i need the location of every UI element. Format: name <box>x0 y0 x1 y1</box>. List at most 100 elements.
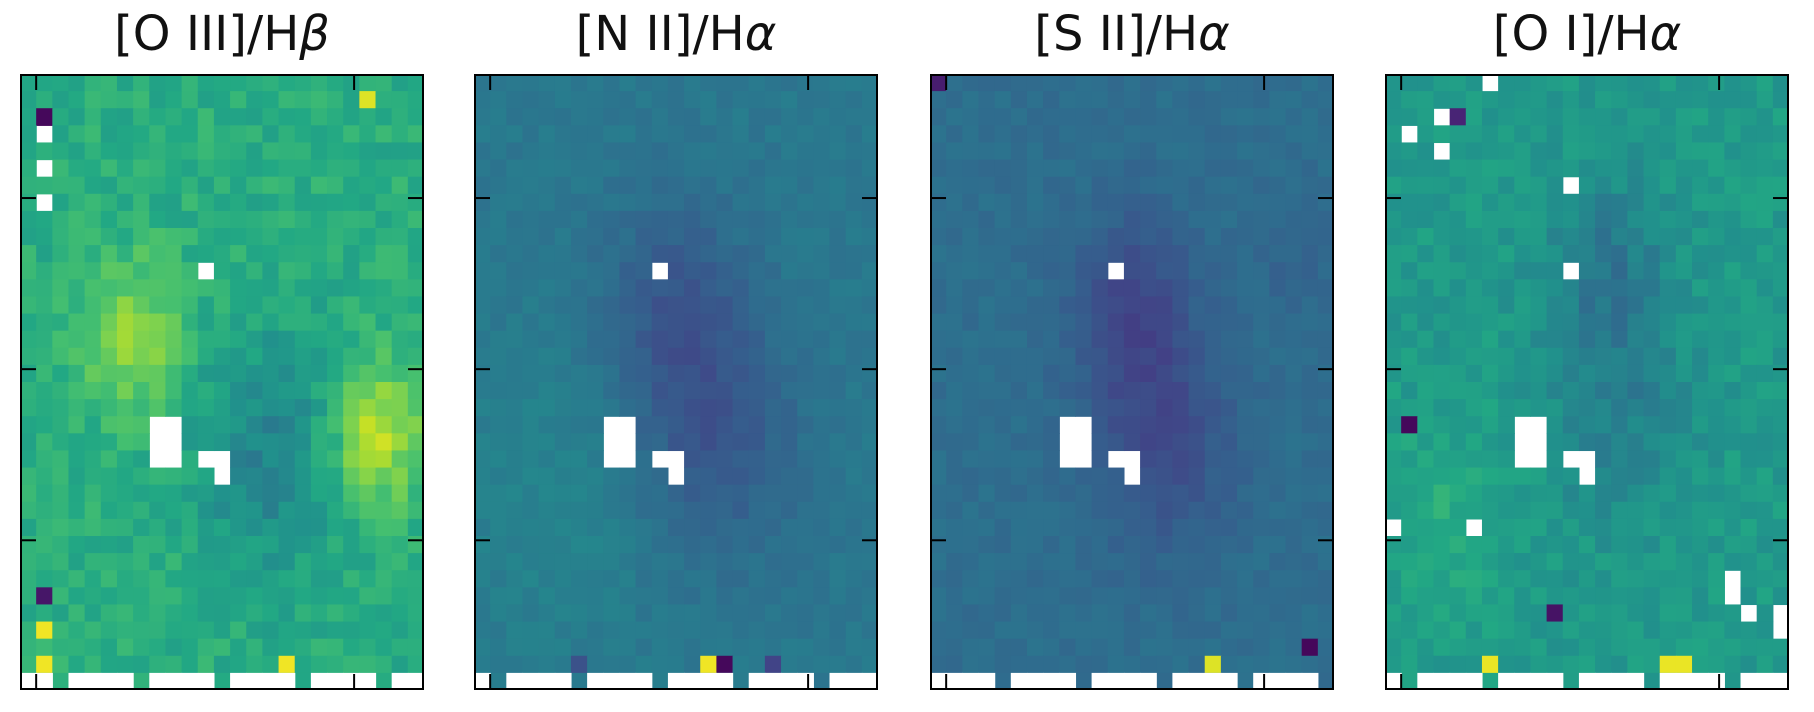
heatmap-cell <box>116 450 134 469</box>
heatmap-cell <box>570 467 588 486</box>
heatmap-cell <box>748 262 766 280</box>
heatmap-cell <box>1740 621 1758 640</box>
heatmap-cell <box>962 91 980 109</box>
heatmap-cell <box>781 91 798 109</box>
heatmap-cell <box>100 621 118 640</box>
heatmap-cell <box>1317 91 1334 109</box>
heatmap-cell <box>1611 91 1628 109</box>
heatmap-cell <box>1269 518 1287 537</box>
heatmap-cell <box>1530 655 1548 674</box>
heatmap-cell <box>407 450 424 469</box>
heatmap-cell <box>829 655 847 674</box>
heatmap-cell <box>1692 313 1709 332</box>
heatmap-cell <box>1627 330 1645 349</box>
heatmap-cell <box>1401 279 1418 298</box>
heatmap-cell <box>667 621 685 640</box>
heatmap-cell <box>1546 313 1564 332</box>
heatmap-cell <box>554 91 572 109</box>
heatmap-cell <box>1546 347 1564 366</box>
heatmap-cell <box>813 604 831 623</box>
masked-cell <box>391 672 409 690</box>
heatmap-cell <box>391 604 409 623</box>
heatmap-cell <box>619 279 637 298</box>
heatmap-cell <box>1204 91 1222 109</box>
heatmap-cell <box>100 364 118 383</box>
heatmap-cell <box>1237 125 1254 144</box>
heatmap-cell <box>587 467 604 486</box>
heatmap-cell <box>1204 210 1222 229</box>
heatmap-cell <box>1285 159 1303 178</box>
heatmap-cell <box>781 364 798 383</box>
heatmap-cell <box>1220 159 1238 178</box>
heatmap-cell <box>1188 245 1206 263</box>
heatmap-cell <box>700 296 717 315</box>
heatmap-cell <box>474 228 491 246</box>
heatmap-cell <box>1107 587 1125 606</box>
heatmap-cell <box>619 193 637 212</box>
heatmap-cell <box>748 176 766 195</box>
heatmap-cell <box>133 553 150 571</box>
heatmap-cell <box>1220 74 1238 92</box>
heatmap-cell <box>359 347 377 366</box>
heatmap-cell <box>1756 108 1774 126</box>
heatmap-cell <box>1481 245 1499 263</box>
heatmap-cell <box>68 399 86 417</box>
heatmap-cell <box>506 245 524 263</box>
heatmap-cell <box>1123 279 1141 298</box>
heatmap-cell <box>116 467 134 486</box>
heatmap-cell <box>375 621 393 640</box>
heatmap-cell <box>781 159 798 178</box>
heatmap-cell <box>978 501 996 520</box>
heatmap-cell <box>651 245 669 263</box>
heatmap-cell <box>359 382 377 400</box>
heatmap-cell <box>764 313 782 332</box>
heatmap-cell <box>181 433 199 452</box>
heatmap-cell <box>68 364 86 383</box>
heatmap-cell <box>52 501 70 520</box>
heatmap-cell <box>962 382 980 400</box>
heatmap-cell <box>1449 142 1467 161</box>
heatmap-cell <box>1059 313 1077 332</box>
heatmap-cell <box>133 279 150 298</box>
heatmap-cell <box>764 279 782 298</box>
heatmap-cell <box>538 655 556 674</box>
heatmap-cell <box>181 467 199 486</box>
heatmap-cell <box>962 108 980 126</box>
heatmap-cell <box>36 330 53 349</box>
heatmap-cell <box>327 621 344 640</box>
heatmap-cell <box>522 330 540 349</box>
heatmap-cell <box>391 142 409 161</box>
heatmap-cell <box>246 536 263 554</box>
heatmap-cell <box>1043 296 1060 315</box>
heatmap-cell <box>20 279 37 298</box>
heatmap-cell <box>343 553 360 571</box>
masked-cell <box>20 672 37 690</box>
heatmap-cell <box>667 262 685 280</box>
heatmap-cell <box>474 587 491 606</box>
heatmap-cell <box>1692 638 1709 657</box>
heatmap-cell <box>213 210 231 229</box>
heatmap-cell <box>1204 193 1222 212</box>
heatmap-cell <box>1401 604 1418 623</box>
heatmap-cell <box>1253 655 1270 674</box>
heatmap-cell <box>732 159 750 178</box>
heatmap-cell <box>1237 399 1254 417</box>
heatmap-cell <box>490 484 507 503</box>
heatmap-cell <box>262 296 280 315</box>
heatmap-cell <box>1498 518 1515 537</box>
masked-cell <box>1756 672 1774 690</box>
heatmap-cell <box>1301 399 1319 417</box>
heatmap-cell <box>1026 518 1044 537</box>
heatmap-cell <box>1317 399 1334 417</box>
heatmap-cell <box>1659 125 1677 144</box>
heatmap-cell <box>68 279 86 298</box>
heatmap-cell <box>474 74 491 92</box>
heatmap-cell <box>1123 159 1141 178</box>
heatmap-cell <box>962 570 980 588</box>
heatmap-cell <box>1433 382 1451 400</box>
heatmap-cell <box>1465 382 1483 400</box>
heatmap-cell <box>554 450 572 469</box>
heatmap-cell <box>1285 433 1303 452</box>
heatmap-cell <box>310 382 328 400</box>
heatmap-cell <box>603 228 621 246</box>
